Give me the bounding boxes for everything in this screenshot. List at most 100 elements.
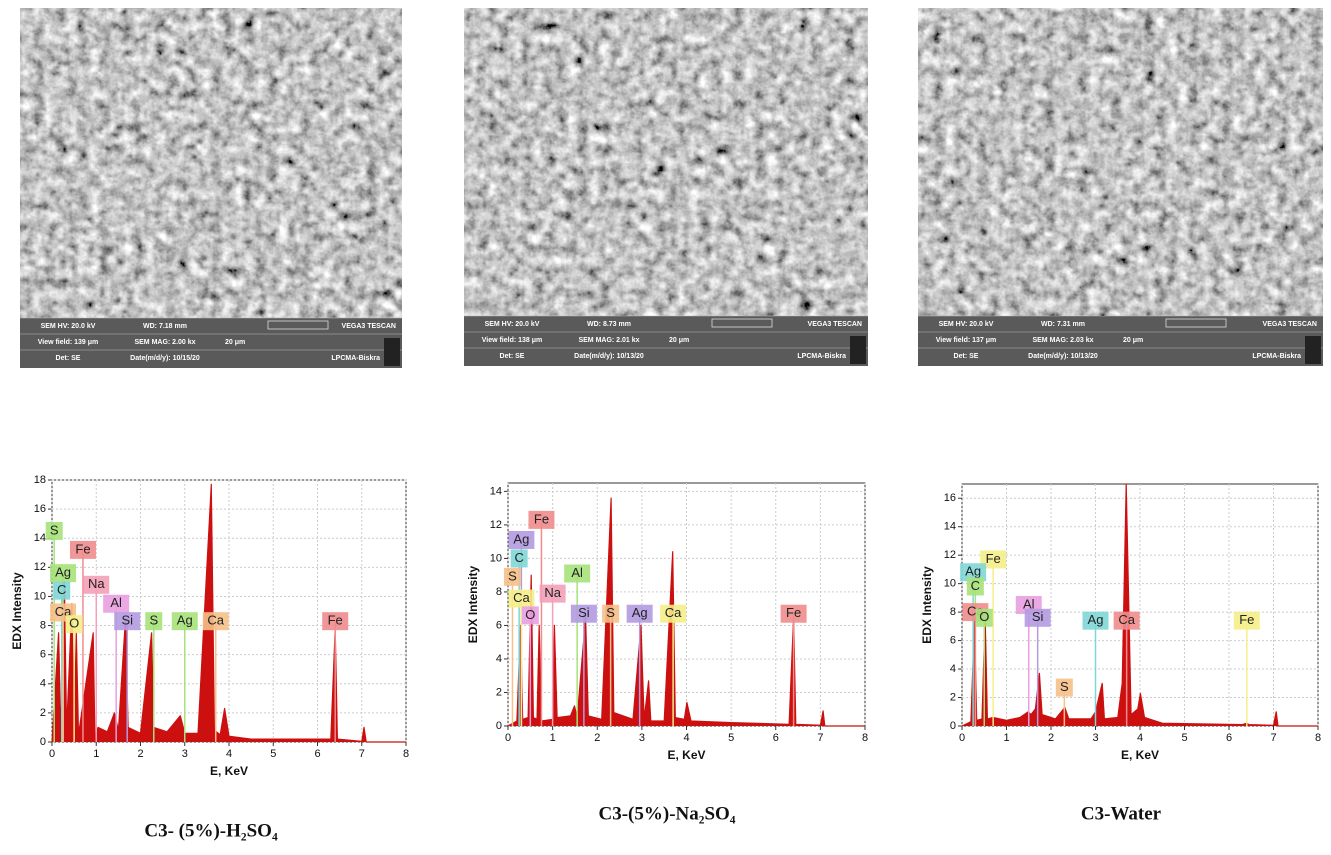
y-tick-label: 10 xyxy=(34,590,46,602)
x-tick-label: 1 xyxy=(1003,732,1009,744)
element-label-bg xyxy=(103,594,130,613)
x-tick-label: 8 xyxy=(862,732,868,744)
element-label: Ag xyxy=(177,613,193,628)
y-tick-label: 6 xyxy=(40,649,46,661)
element-label-bg xyxy=(1233,611,1260,630)
caption: C3-Water xyxy=(1081,803,1162,824)
y-tick-label: 8 xyxy=(496,586,502,598)
y-tick-label: 8 xyxy=(950,606,956,618)
y-tick-label: 12 xyxy=(944,549,956,561)
sem-info-bar xyxy=(20,318,402,368)
sem-meta: SEM MAG: 2.03 kx xyxy=(1032,337,1093,344)
y-tick-label: 2 xyxy=(496,686,502,698)
spectrum xyxy=(961,483,1318,727)
sem-meta: LPCMA-Biskra xyxy=(1252,353,1301,360)
sem-meta: 20 μm xyxy=(669,337,689,344)
caption: C3- (5%)-H₂SO₄ xyxy=(144,820,278,841)
scale-bar xyxy=(711,318,773,328)
sem-meta: SEM HV: 20.0 kV xyxy=(939,321,994,328)
sem-meta: WD: 7.18 mm xyxy=(143,323,187,330)
element-label: Ag xyxy=(965,564,981,579)
element-label: Fe xyxy=(75,541,90,556)
sem-meta: VEGA3 TESCAN xyxy=(808,321,862,328)
element-label-bg xyxy=(145,612,163,631)
sem-meta: Date(m/d/y): 10/13/20 xyxy=(574,353,644,360)
element-label-bg xyxy=(503,567,521,586)
x-tick-label: 7 xyxy=(359,748,365,760)
sem-meta: WD: 7.31 mm xyxy=(1041,321,1085,328)
y-tick-label: 14 xyxy=(490,485,502,497)
x-tick-label: 0 xyxy=(49,748,55,760)
element-label: Al xyxy=(110,595,122,610)
y-tick-label: 14 xyxy=(34,532,46,544)
element-label: Al xyxy=(1023,596,1035,611)
element-label: Na xyxy=(544,585,561,600)
element-label: S xyxy=(1060,679,1069,694)
element-label: C xyxy=(57,582,66,597)
element-label-bg xyxy=(202,612,229,631)
x-tick-label: 0 xyxy=(505,732,511,744)
element-label: C xyxy=(971,578,980,593)
scale-bar xyxy=(267,320,329,330)
x-tick-label: 5 xyxy=(728,732,734,744)
sem-meta: Det: SE xyxy=(954,353,979,360)
element-label: Si xyxy=(578,605,590,620)
element-label-bg xyxy=(114,612,141,631)
element-label: Ag xyxy=(632,605,648,620)
element-label: S xyxy=(508,568,517,583)
element-label: S xyxy=(50,522,59,537)
y-tick-label: 14 xyxy=(944,521,956,533)
x-tick-label: 2 xyxy=(137,748,143,760)
sem-meta: WD: 8.73 mm xyxy=(587,321,631,328)
element-label: Fe xyxy=(328,613,343,628)
y-tick-label: 4 xyxy=(40,678,46,690)
x-axis-label: E, KeV xyxy=(1121,748,1159,762)
sem-meta: View field: 137 μm xyxy=(936,337,997,344)
y-tick-label: 6 xyxy=(496,619,502,631)
x-tick-label: 3 xyxy=(182,748,188,760)
sem-image: SEM HV: 20.0 kV WD: 7.31 mm View field: 13… xyxy=(918,8,1323,366)
scale-bar xyxy=(1165,318,1227,328)
y-axis-label: EDX Intensity xyxy=(466,566,480,644)
element-label-bg xyxy=(1024,608,1051,627)
element-label: Fe xyxy=(986,551,1001,566)
y-tick-label: 2 xyxy=(40,707,46,719)
sem-meta: LPCMA-Biskra xyxy=(797,353,846,360)
sem-meta: VEGA3 TESCAN xyxy=(342,323,396,330)
element-label-bg xyxy=(539,584,566,603)
element-label: Fe xyxy=(534,511,549,526)
y-tick-label: 10 xyxy=(944,578,956,590)
sem-meta: Date(m/d/y): 10/15/20 xyxy=(130,355,200,362)
x-tick-label: 4 xyxy=(683,732,689,744)
y-tick-label: 8 xyxy=(40,619,46,631)
element-label: Ag xyxy=(55,565,71,580)
x-tick-label: 0 xyxy=(959,732,965,744)
element-label-bg xyxy=(50,564,77,583)
x-tick-label: 8 xyxy=(1315,732,1321,744)
y-tick-label: 0 xyxy=(950,720,956,732)
y-tick-label: 16 xyxy=(944,492,956,504)
y-tick-label: 16 xyxy=(34,503,46,515)
sem-meta: Det: SE xyxy=(56,355,81,362)
sem-meta: Det: SE xyxy=(500,353,525,360)
sem-meta: SEM MAG: 2.00 kx xyxy=(134,339,195,346)
element-label: Fe xyxy=(786,605,801,620)
y-tick-label: 12 xyxy=(490,519,502,531)
element-label: Ca xyxy=(1118,612,1135,627)
element-label: O xyxy=(979,609,989,624)
sem-meta: 20 μm xyxy=(1123,337,1143,344)
x-tick-label: 6 xyxy=(773,732,779,744)
element-label-bg xyxy=(510,549,528,568)
element-label-bg xyxy=(83,575,110,594)
element-label-bg xyxy=(521,606,539,625)
element-label: Ag xyxy=(1088,612,1104,627)
x-axis-label: E, KeV xyxy=(667,748,705,762)
element-label-bg xyxy=(660,604,687,623)
sem-meta: Date(m/d/y): 10/13/20 xyxy=(1028,353,1098,360)
sem-logo xyxy=(384,338,400,366)
x-tick-label: 3 xyxy=(1092,732,1098,744)
x-tick-label: 3 xyxy=(639,732,645,744)
element-label-bg xyxy=(602,604,620,623)
